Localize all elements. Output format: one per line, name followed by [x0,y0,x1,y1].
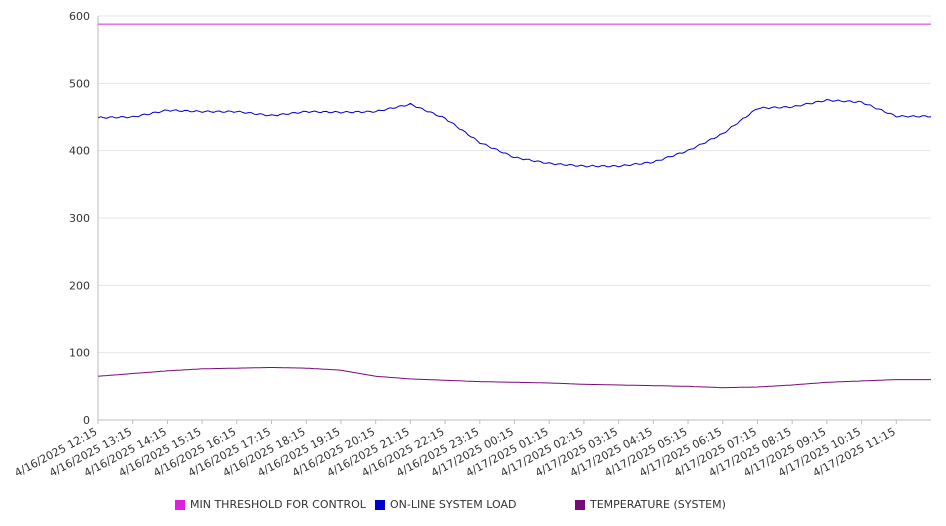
y-tick-label: 500 [69,77,90,90]
y-tick-label: 200 [69,279,90,292]
legend-swatch-temperature [575,499,585,510]
legend-item-temperature: TEMPERATURE (SYSTEM) [575,498,726,511]
legend-label-system-load: ON-LINE SYSTEM LOAD [390,498,517,511]
y-tick-label: 600 [69,10,90,23]
grid-lines [98,15,931,354]
y-tick-label: 0 [83,414,90,427]
legend-swatch-system-load [375,499,385,510]
y-tick-label: 100 [69,347,90,360]
legend: MIN THRESHOLD FOR CONTROL ON-LINE SYSTEM… [175,498,935,514]
legend-item-min-threshold: MIN THRESHOLD FOR CONTROL [175,498,366,511]
legend-swatch-min-threshold [175,499,185,510]
y-axis-ticks: 0 100 200 300 400 500 600 [69,10,90,427]
legend-label-temperature: TEMPERATURE (SYSTEM) [590,498,726,511]
legend-label-min-threshold: MIN THRESHOLD FOR CONTROL [190,498,366,511]
y-tick-label: 300 [69,212,90,225]
y-tick-label: 400 [69,145,90,158]
series-line-1 [97,98,932,168]
x-axis-ticks: 4/16/2025 12:154/16/2025 13:154/16/2025 … [12,420,898,480]
series-line-2 [97,367,931,389]
legend-item-system-load: ON-LINE SYSTEM LOAD [375,498,516,511]
series-lines [97,23,932,389]
